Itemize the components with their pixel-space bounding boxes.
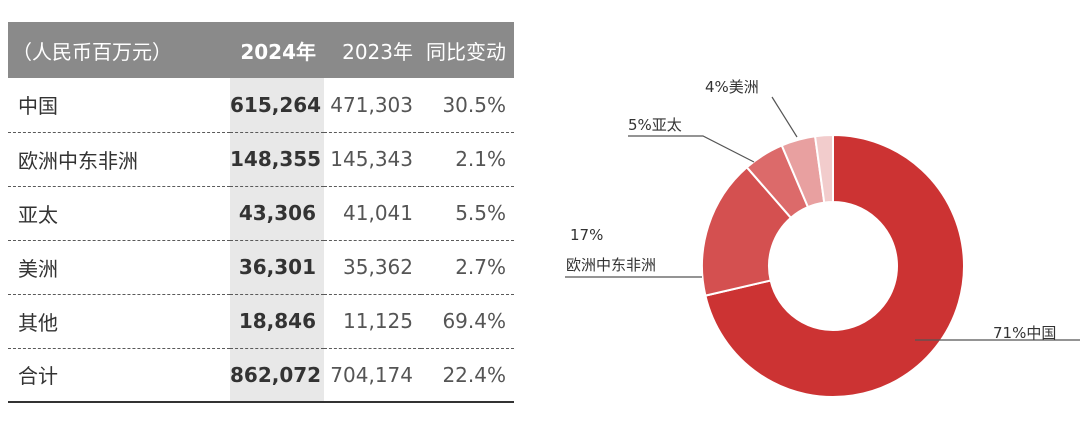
value-2024-cell: 36,301 [230, 240, 324, 295]
leader-apac [628, 135, 755, 163]
value-2023-cell: 471,303 [324, 78, 421, 133]
table-row: 其他 18,846 11,125 69.4% [8, 294, 514, 349]
header-2024: 2024年 [240, 39, 316, 64]
value-2024-cell: 148,355 [230, 132, 324, 187]
label-apac: 5%亚太 [628, 116, 682, 134]
value-2024-cell: 862,072 [230, 348, 324, 403]
region-cell: 合计 [8, 348, 230, 403]
value-2023-cell: 145,343 [324, 132, 421, 187]
change-cell: 22.4% [421, 348, 514, 403]
slice-labels: 71%中国 17% 欧洲中东非洲 5%亚太 4%美洲 [566, 78, 1056, 342]
leader-americas [771, 96, 798, 138]
value-2023-cell: 41,041 [324, 186, 421, 241]
change-cell: 69.4% [421, 294, 514, 349]
table-row: 中国 615,264 471,303 30.5% [8, 78, 514, 133]
label-leader-lines [565, 96, 1080, 341]
change-cell: 5.5% [421, 186, 514, 241]
table-row: 亚太 43,306 41,041 5.5% [8, 186, 514, 241]
value-2024-cell: 18,846 [230, 294, 324, 349]
header-yoy-change: 同比变动 [426, 39, 506, 64]
change-cell: 30.5% [421, 78, 514, 133]
regional-revenue-donut-chart: 71%中国 17% 欧洲中东非洲 5%亚太 4%美洲 [565, 78, 1080, 398]
value-2024-cell: 43,306 [230, 186, 324, 241]
label-americas: 4%美洲 [705, 78, 759, 96]
label-emea-name: 欧洲中东非洲 [566, 256, 656, 274]
table-row: 欧洲中东非洲 148,355 145,343 2.1% [8, 132, 514, 187]
slice-other [813, 133, 834, 204]
region-cell: 亚太 [8, 186, 230, 241]
change-cell: 2.7% [421, 240, 514, 295]
header-unit: （人民币百万元） [12, 39, 172, 64]
value-2024-cell: 615,264 [230, 78, 324, 133]
table-header-row: （人民币百万元） 2024年 2023年 同比变动 [8, 22, 514, 78]
revenue-by-region-table: （人民币百万元） 2024年 2023年 同比变动 中国 615,264 471… [8, 22, 514, 403]
value-2023-cell: 704,174 [324, 348, 421, 403]
value-2023-cell: 35,362 [324, 240, 421, 295]
slice-china [704, 133, 965, 398]
table-row: 美洲 36,301 35,362 2.7% [8, 240, 514, 295]
region-cell: 中国 [8, 78, 230, 133]
table-total-row: 合计 862,072 704,174 22.4% [8, 348, 514, 403]
region-cell: 美洲 [8, 240, 230, 295]
label-china: 71%中国 [993, 324, 1056, 342]
label-emea-pct: 17% [570, 226, 603, 244]
region-cell: 欧洲中东非洲 [8, 132, 230, 187]
region-cell: 其他 [8, 294, 230, 349]
donut-slices [701, 133, 965, 398]
header-2023: 2023年 [342, 39, 413, 64]
value-2023-cell: 11,125 [324, 294, 421, 349]
change-cell: 2.1% [421, 132, 514, 187]
